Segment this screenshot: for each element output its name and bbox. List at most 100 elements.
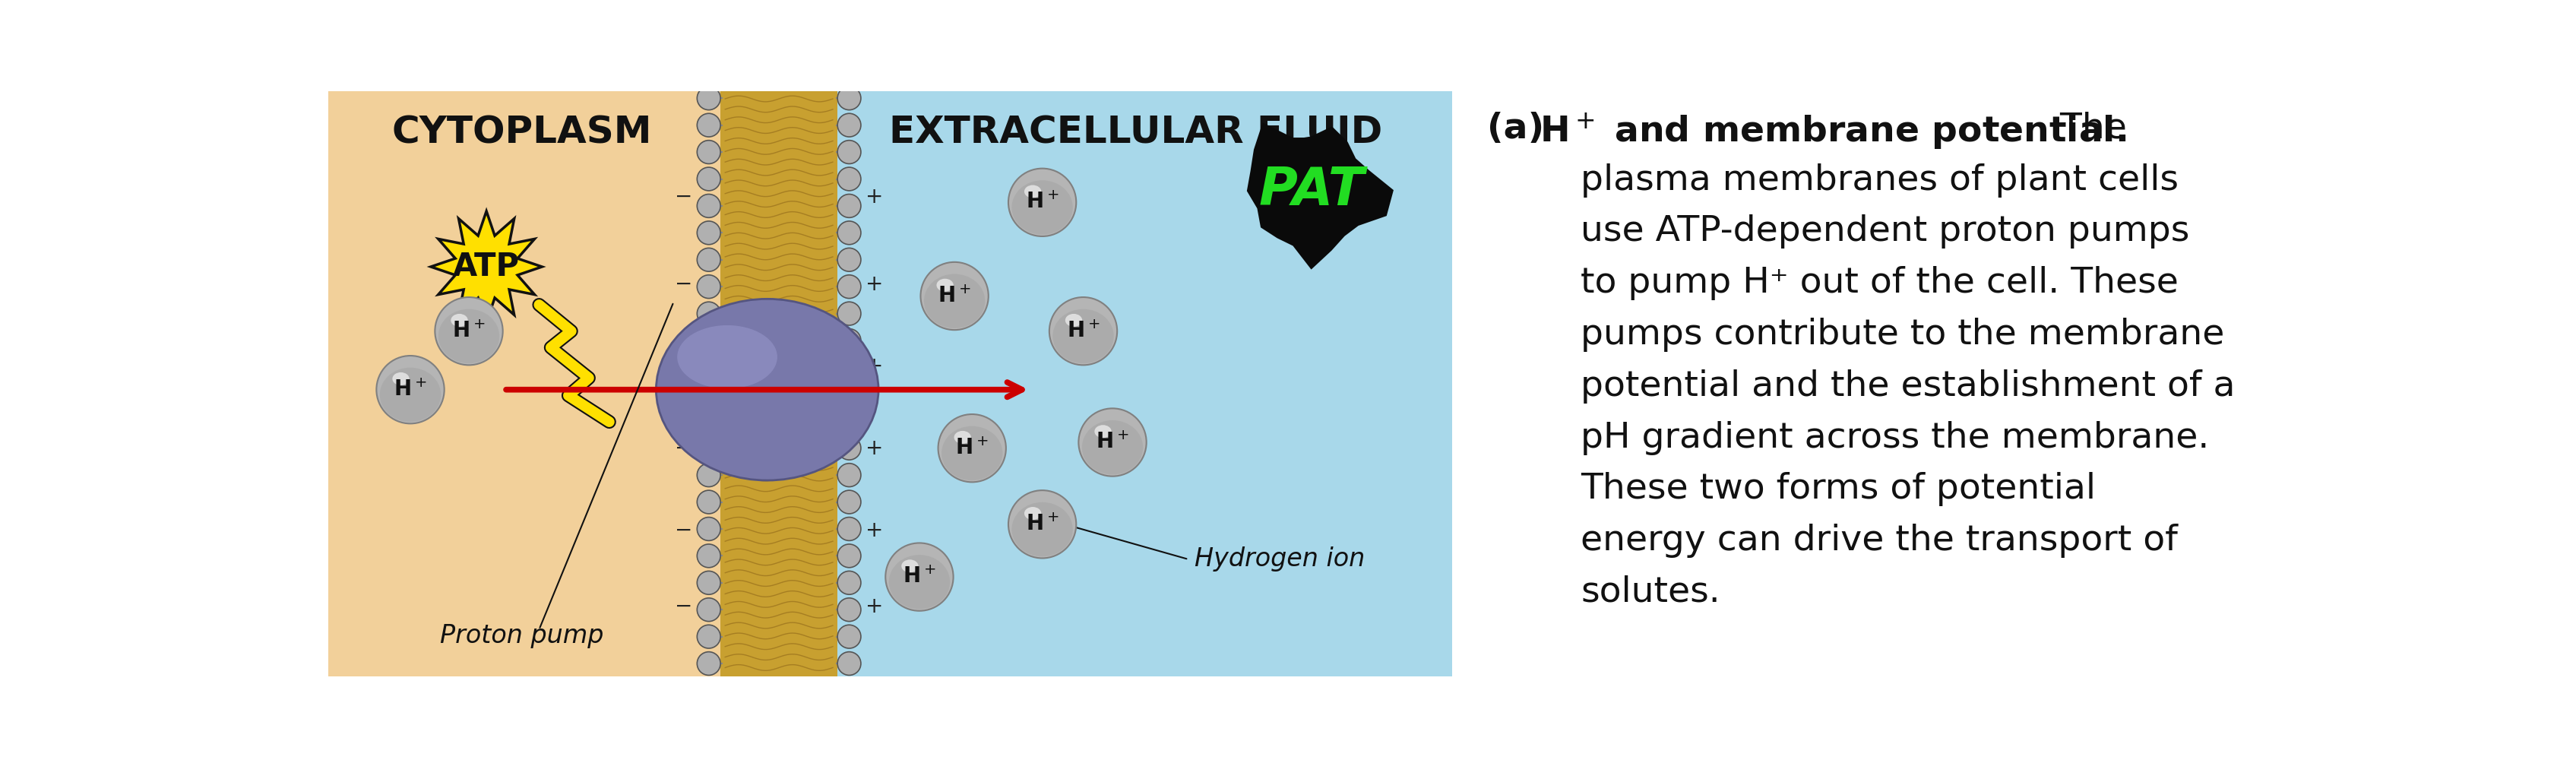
- Ellipse shape: [1095, 425, 1110, 438]
- Circle shape: [938, 414, 1007, 482]
- Text: The: The: [2048, 112, 2128, 146]
- Text: −: −: [675, 520, 693, 541]
- Circle shape: [837, 275, 860, 299]
- Circle shape: [435, 297, 502, 365]
- Circle shape: [837, 625, 860, 648]
- Text: +: +: [866, 186, 884, 207]
- Circle shape: [837, 302, 860, 325]
- Ellipse shape: [889, 555, 951, 610]
- Ellipse shape: [953, 431, 971, 444]
- Text: −: −: [675, 356, 693, 377]
- Circle shape: [920, 262, 989, 330]
- Text: PAT: PAT: [1260, 165, 1365, 216]
- Ellipse shape: [1082, 420, 1144, 474]
- Bar: [330, 91, 721, 676]
- Text: H$^+$: H$^+$: [1066, 321, 1100, 342]
- Text: energy can drive the transport of: energy can drive the transport of: [1582, 524, 2177, 558]
- Ellipse shape: [940, 426, 1002, 480]
- Ellipse shape: [938, 279, 953, 292]
- Text: H$^+$: H$^+$: [1025, 514, 1059, 535]
- Circle shape: [698, 464, 721, 487]
- Text: −: −: [675, 274, 693, 295]
- Polygon shape: [430, 211, 541, 322]
- Ellipse shape: [902, 559, 920, 572]
- Circle shape: [837, 518, 860, 540]
- Text: (a): (a): [1486, 112, 1556, 146]
- Text: pH gradient across the membrane.: pH gradient across the membrane.: [1582, 421, 2210, 455]
- Polygon shape: [1249, 125, 1391, 268]
- Ellipse shape: [1025, 185, 1041, 198]
- Ellipse shape: [451, 314, 469, 327]
- Text: +: +: [866, 596, 884, 617]
- Text: These two forms of potential: These two forms of potential: [1582, 472, 2097, 506]
- Text: Proton pump: Proton pump: [440, 623, 603, 648]
- Text: use ATP-dependent proton pumps: use ATP-dependent proton pumps: [1582, 214, 2190, 249]
- Ellipse shape: [379, 368, 440, 422]
- Text: H$^+$ and membrane potential.: H$^+$ and membrane potential.: [1540, 112, 2125, 152]
- Circle shape: [837, 571, 860, 594]
- Circle shape: [698, 436, 721, 460]
- Circle shape: [837, 356, 860, 379]
- Text: pumps contribute to the membrane: pumps contribute to the membrane: [1582, 318, 2226, 352]
- Text: +: +: [866, 438, 884, 459]
- Circle shape: [698, 625, 721, 648]
- Circle shape: [1079, 408, 1146, 477]
- Ellipse shape: [438, 309, 500, 363]
- Circle shape: [837, 221, 860, 245]
- Ellipse shape: [1012, 180, 1072, 235]
- Ellipse shape: [925, 274, 984, 328]
- Circle shape: [837, 598, 860, 622]
- Circle shape: [376, 356, 443, 423]
- Text: potential and the establishment of a: potential and the establishment of a: [1582, 369, 2236, 404]
- Circle shape: [698, 302, 721, 325]
- Circle shape: [837, 248, 860, 271]
- Circle shape: [837, 464, 860, 487]
- Text: EXTRACELLULAR FLUID: EXTRACELLULAR FLUID: [889, 115, 1383, 151]
- Circle shape: [698, 275, 721, 299]
- Text: plasma membranes of plant cells: plasma membranes of plant cells: [1582, 163, 2179, 198]
- Circle shape: [837, 652, 860, 675]
- Circle shape: [698, 490, 721, 514]
- Circle shape: [1007, 169, 1077, 236]
- Text: H$^+$: H$^+$: [394, 379, 428, 401]
- Circle shape: [698, 329, 721, 352]
- Circle shape: [698, 598, 721, 622]
- Circle shape: [837, 195, 860, 217]
- Circle shape: [837, 410, 860, 433]
- Ellipse shape: [657, 299, 878, 480]
- Circle shape: [837, 329, 860, 352]
- Circle shape: [837, 141, 860, 163]
- Text: H$^+$: H$^+$: [1025, 192, 1059, 213]
- Circle shape: [698, 141, 721, 163]
- Bar: [1463, 91, 2313, 676]
- Circle shape: [837, 87, 860, 110]
- Circle shape: [837, 490, 860, 514]
- Text: H$^+$: H$^+$: [938, 285, 971, 306]
- Circle shape: [698, 356, 721, 379]
- Circle shape: [698, 248, 721, 271]
- Text: ATP: ATP: [453, 251, 520, 283]
- Circle shape: [837, 544, 860, 568]
- Circle shape: [698, 518, 721, 540]
- Circle shape: [698, 195, 721, 217]
- Circle shape: [698, 544, 721, 568]
- Circle shape: [698, 410, 721, 433]
- Ellipse shape: [392, 372, 410, 385]
- Circle shape: [698, 652, 721, 675]
- Circle shape: [837, 113, 860, 137]
- Text: +: +: [866, 356, 884, 377]
- Text: to pump H⁺ out of the cell. These: to pump H⁺ out of the cell. These: [1582, 266, 2179, 300]
- Circle shape: [698, 167, 721, 191]
- Text: −: −: [675, 438, 693, 459]
- Text: −: −: [675, 596, 693, 617]
- Circle shape: [698, 382, 721, 406]
- Ellipse shape: [1066, 314, 1082, 327]
- Bar: [721, 91, 1453, 676]
- Circle shape: [837, 436, 860, 460]
- Ellipse shape: [1054, 309, 1113, 363]
- Text: H$^+$: H$^+$: [902, 566, 935, 587]
- Bar: [721, 91, 837, 676]
- Text: −: −: [675, 186, 693, 207]
- Circle shape: [698, 571, 721, 594]
- Ellipse shape: [1012, 502, 1072, 556]
